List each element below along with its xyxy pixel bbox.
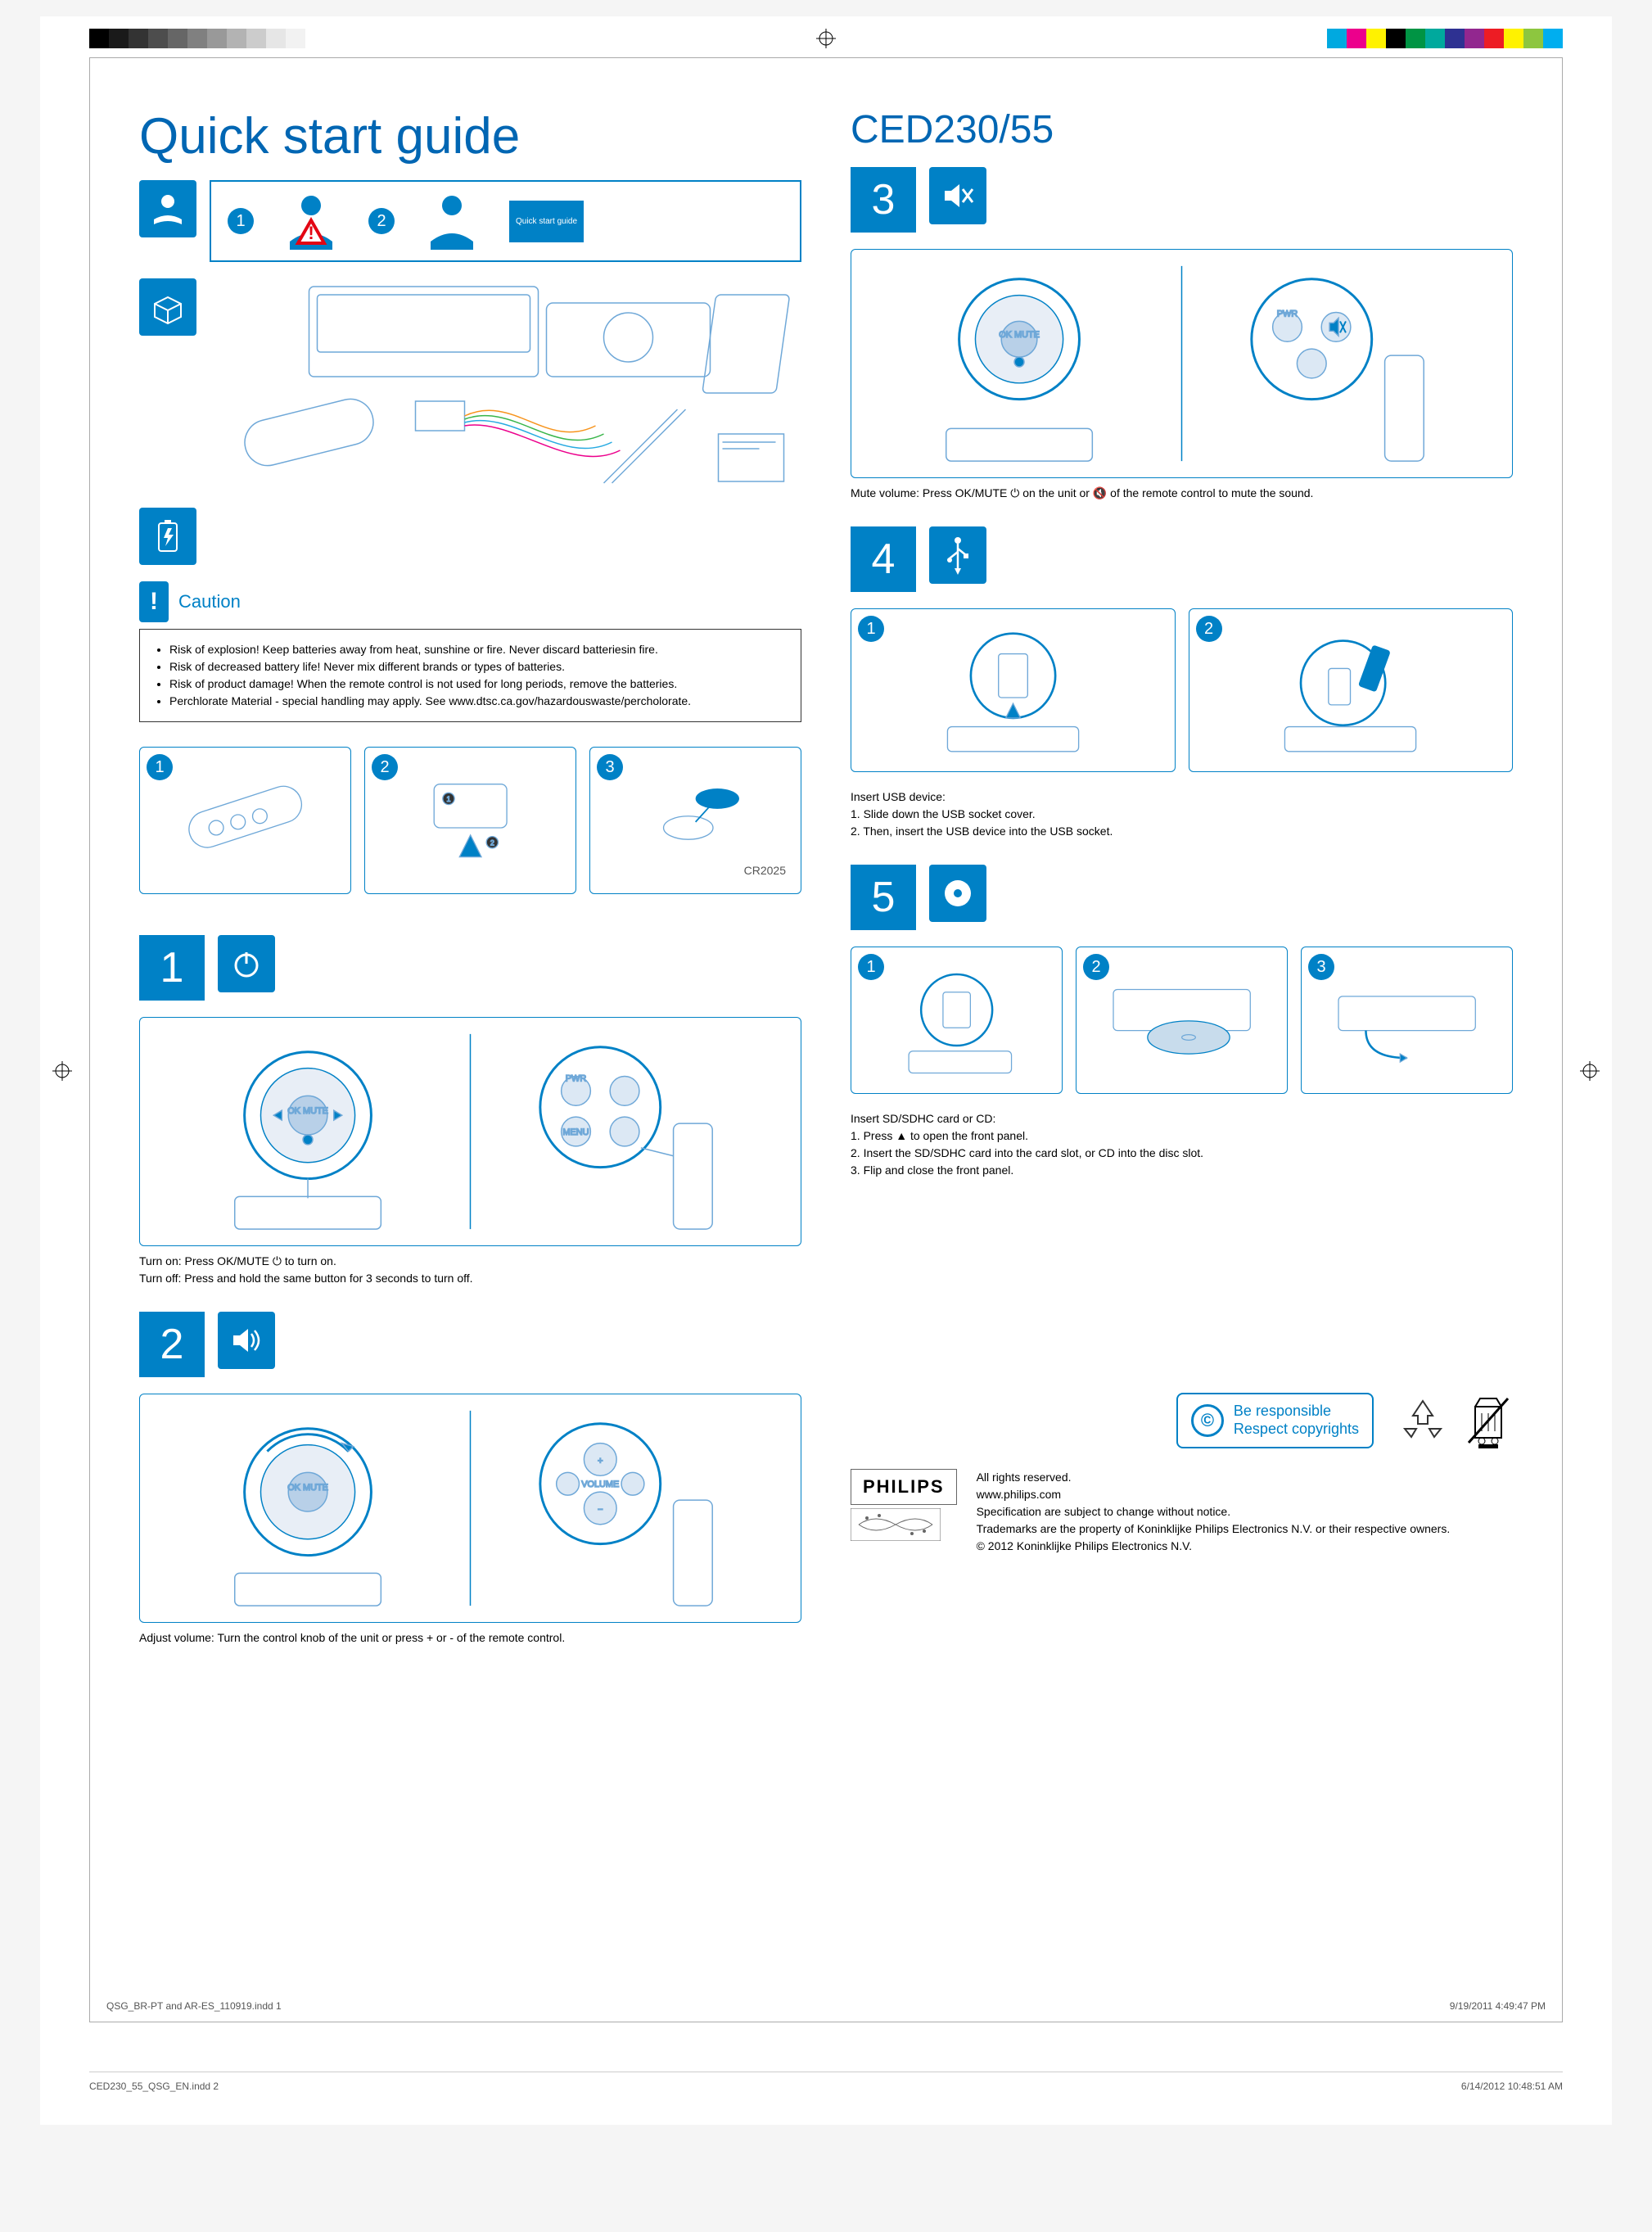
read-manual-icon xyxy=(139,180,196,237)
disc-step-2: 2 xyxy=(1076,947,1288,1094)
step-2-badge: 2 xyxy=(139,1312,205,1377)
reading-person-icon xyxy=(419,192,485,250)
step-2-illustration: OK MUTE + − VOLUME xyxy=(139,1394,801,1623)
step-4-badge: 4 xyxy=(851,526,916,592)
print-page: Quick start guide 1 ! 2 Quick start guid… xyxy=(40,16,1612,2125)
battery-step-1: 1 xyxy=(139,747,351,894)
step-5-badge: 5 xyxy=(851,865,916,930)
svg-text:PWR: PWR xyxy=(1277,309,1298,319)
step-1-badge: 1 xyxy=(139,935,205,1001)
svg-text:OK MUTE: OK MUTE xyxy=(999,330,1040,340)
caution-text-box: Risk of explosion! Keep batteries away f… xyxy=(139,629,801,722)
power-section-icon xyxy=(218,935,275,992)
copyright-icon: © xyxy=(1191,1404,1224,1437)
step-3-badge: 3 xyxy=(851,167,916,233)
warning-person-icon: ! xyxy=(278,192,344,250)
svg-text:2: 2 xyxy=(490,838,494,847)
usb-step-2: 2 xyxy=(1189,608,1514,772)
svg-text:1: 1 xyxy=(446,795,450,803)
disc-step-3: 3 xyxy=(1301,947,1513,1094)
model-number: CED230/55 xyxy=(851,107,1513,152)
inner-footer-left: QSG_BR-PT and AR-ES_110919.indd 1 xyxy=(106,2000,282,2012)
step-1-illustration: OK MUTE PWR MENU xyxy=(139,1017,801,1246)
gray-swatch-bar xyxy=(89,29,325,48)
legal-text: All rights reserved.www.philips.comSpeci… xyxy=(977,1469,1451,1555)
box-contents-icon xyxy=(139,278,196,336)
step-2-caption: Adjust volume: Turn the control knob of … xyxy=(139,1629,801,1647)
registration-mark-top xyxy=(816,29,836,48)
step-3-caption: Mute volume: Press OK/MUTE ⏻ on the unit… xyxy=(851,485,1513,502)
inner-footer-right: 9/19/2011 4:49:47 PM xyxy=(1450,2000,1546,2012)
battery-step-3: 3 CR2025 xyxy=(589,747,801,894)
outer-footer: CED230_55_QSG_EN.indd 2 6/14/2012 10:48:… xyxy=(89,2072,1563,2092)
usb-section-icon xyxy=(929,526,986,584)
philips-logo: PHILIPS xyxy=(851,1469,957,1541)
battery-step-2: 2 1 2 xyxy=(364,747,576,894)
header-step-2: 2 xyxy=(368,208,395,234)
usb-step-1: 1 xyxy=(851,608,1176,772)
step-1-caption: Turn on: Press OK/MUTE ⏻ to turn on.Turn… xyxy=(139,1253,801,1287)
header-booklet-label: Quick start guide xyxy=(509,201,584,242)
page-title: Quick start guide xyxy=(139,107,801,165)
box-contents-illustration xyxy=(210,278,801,491)
mute-section-icon xyxy=(929,167,986,224)
svg-text:MENU: MENU xyxy=(562,1127,589,1137)
document-frame: Quick start guide 1 ! 2 Quick start guid… xyxy=(89,57,1563,2022)
svg-text:OK MUTE: OK MUTE xyxy=(287,1106,328,1116)
battery-section-icon xyxy=(139,508,196,565)
svg-text:+: + xyxy=(598,1456,603,1466)
svg-text:!: ! xyxy=(308,223,314,243)
safety-header-strip: 1 ! 2 Quick start guide xyxy=(210,180,801,262)
caution-badge-icon: ! xyxy=(139,581,169,622)
color-swatch-bar xyxy=(1327,29,1563,48)
outer-footer-right: 6/14/2012 10:48:51 AM xyxy=(1461,2081,1563,2092)
caution-title: Caution xyxy=(178,591,241,612)
svg-text:OK MUTE: OK MUTE xyxy=(287,1483,328,1493)
step-3-illustration: OK MUTE PWR xyxy=(851,249,1513,478)
registration-mark-left xyxy=(52,1061,72,1081)
header-step-1: 1 xyxy=(228,208,254,234)
volume-section-icon xyxy=(218,1312,275,1369)
svg-text:−: − xyxy=(598,1505,603,1515)
disc-step-1: 1 xyxy=(851,947,1063,1094)
copyright-box: © Be responsibleRespect copyrights xyxy=(1176,1393,1374,1448)
outer-footer-left: CED230_55_QSG_EN.indd 2 xyxy=(89,2081,219,2092)
left-column: Quick start guide 1 ! 2 Quick start guid… xyxy=(139,107,801,1997)
svg-text:PWR: PWR xyxy=(566,1073,587,1083)
step-5-caption: Insert SD/SDHC card or CD:1. Press ▲ to … xyxy=(851,1110,1513,1179)
registration-mark-right xyxy=(1580,1061,1600,1081)
step-4-caption: Insert USB device:1. Slide down the USB … xyxy=(851,788,1513,840)
svg-text:VOLUME: VOLUME xyxy=(581,1480,619,1489)
battery-model-label: CR2025 xyxy=(744,864,786,877)
recycle-icons xyxy=(1398,1392,1513,1449)
disc-section-icon xyxy=(929,865,986,922)
copyright-text: Be responsibleRespect copyrights xyxy=(1234,1403,1359,1438)
right-column: CED230/55 3 OK MUTE PWR xyxy=(851,107,1513,1997)
